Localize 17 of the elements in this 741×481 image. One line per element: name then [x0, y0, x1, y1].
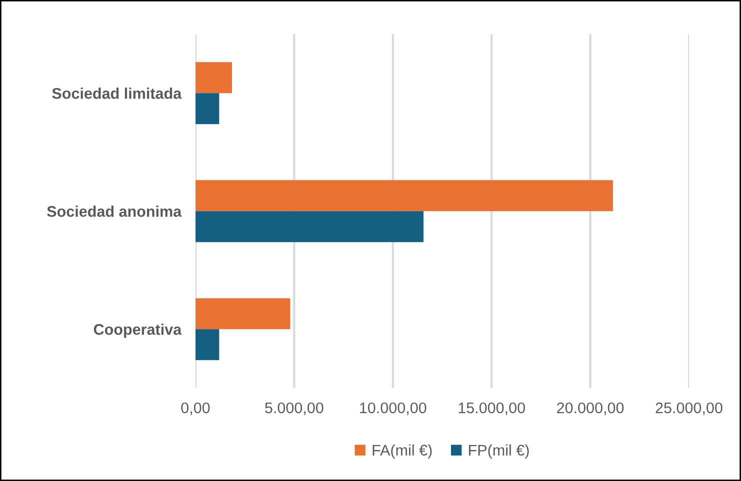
bar	[195, 211, 424, 242]
y-tick-label: Cooperativa	[94, 324, 182, 338]
legend-label: FP(mil €)	[469, 444, 529, 459]
bar	[195, 93, 220, 124]
x-tick-label: 0,00	[181, 402, 210, 416]
bar	[195, 298, 290, 330]
bar	[195, 62, 232, 94]
x-tick-label: 10.000,00	[360, 402, 426, 416]
x-tick-label: 25.000,00	[656, 402, 722, 416]
bar	[195, 329, 220, 360]
y-tick-label: Sociedad anonima	[47, 206, 182, 217]
bar	[195, 180, 613, 212]
x-tick-label: 5.000,00	[265, 402, 324, 416]
legend-label: FA(mil €)	[372, 444, 432, 459]
y-tick-label: Sociedad limitada	[52, 88, 182, 99]
x-tick-label: 20.000,00	[557, 402, 624, 416]
x-tick-label: 15.000,00	[458, 402, 525, 416]
